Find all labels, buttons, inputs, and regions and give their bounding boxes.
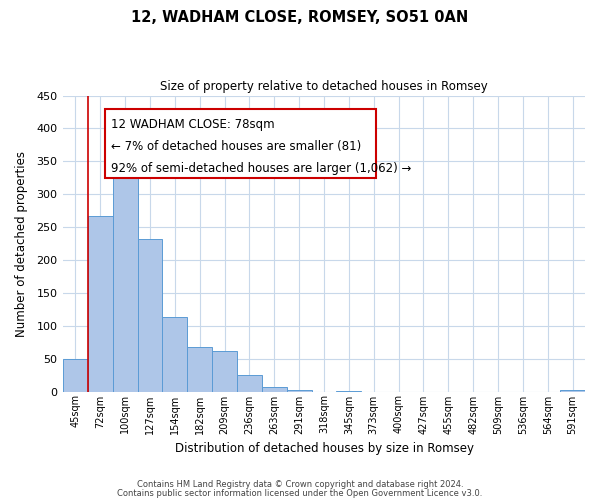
Bar xyxy=(262,387,287,392)
Text: Contains HM Land Registry data © Crown copyright and database right 2024.: Contains HM Land Registry data © Crown c… xyxy=(137,480,463,489)
Bar xyxy=(137,239,163,392)
Title: Size of property relative to detached houses in Romsey: Size of property relative to detached ho… xyxy=(160,80,488,93)
X-axis label: Distribution of detached houses by size in Romsey: Distribution of detached houses by size … xyxy=(175,442,473,455)
Bar xyxy=(113,168,137,392)
Bar xyxy=(187,347,212,392)
Bar xyxy=(287,390,311,392)
Text: 92% of semi-detached houses are larger (1,062) →: 92% of semi-detached houses are larger (… xyxy=(111,162,412,175)
Bar xyxy=(237,375,262,392)
Bar xyxy=(337,391,361,392)
FancyBboxPatch shape xyxy=(105,109,376,178)
Text: Contains public sector information licensed under the Open Government Licence v3: Contains public sector information licen… xyxy=(118,489,482,498)
Bar xyxy=(212,350,237,392)
Bar xyxy=(63,358,88,392)
Text: ← 7% of detached houses are smaller (81): ← 7% of detached houses are smaller (81) xyxy=(111,140,361,153)
Bar xyxy=(88,216,113,392)
Y-axis label: Number of detached properties: Number of detached properties xyxy=(15,150,28,336)
Bar xyxy=(560,390,585,392)
Text: 12 WADHAM CLOSE: 78sqm: 12 WADHAM CLOSE: 78sqm xyxy=(111,118,275,131)
Text: 12, WADHAM CLOSE, ROMSEY, SO51 0AN: 12, WADHAM CLOSE, ROMSEY, SO51 0AN xyxy=(131,10,469,25)
Bar xyxy=(163,316,187,392)
